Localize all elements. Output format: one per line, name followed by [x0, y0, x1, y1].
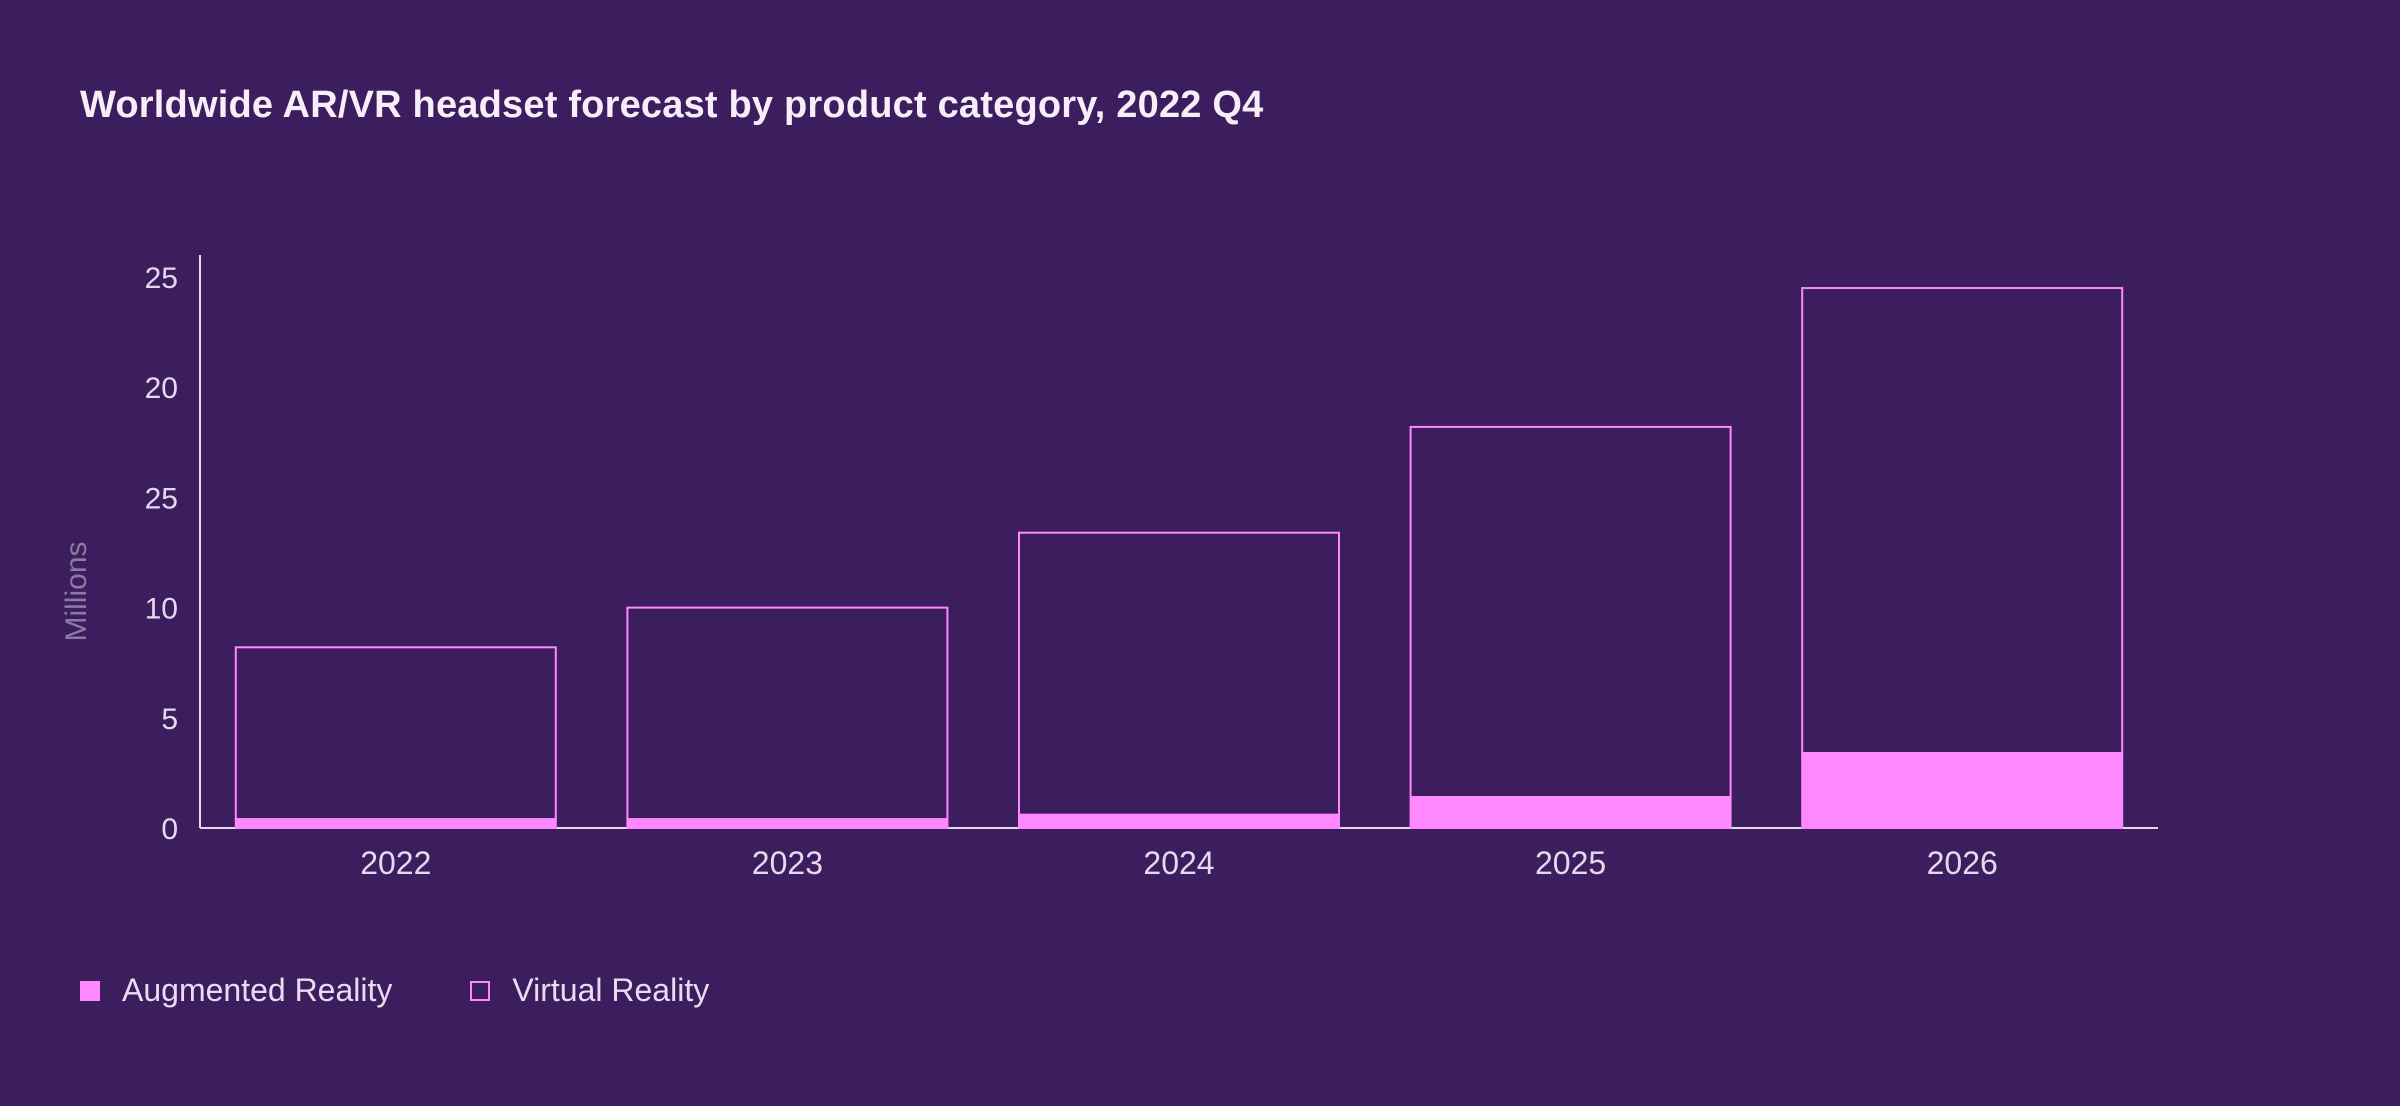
bar-augmented-reality	[1409, 796, 1732, 830]
x-tick-label: 2026	[1927, 845, 1998, 881]
legend-label-augmented-reality: Augmented Reality	[122, 972, 393, 1008]
bar-augmented-reality	[626, 818, 949, 830]
x-tick-label: 2024	[1143, 845, 1214, 881]
x-tick-label: 2023	[752, 845, 823, 881]
y-tick-label: 10	[145, 593, 178, 626]
legend-item-virtual-reality[interactable]: Virtual Reality	[470, 972, 709, 1009]
x-tick-label: 2025	[1535, 845, 1606, 881]
x-tick-label: 2022	[360, 845, 431, 881]
y-tick-label: 20	[145, 372, 178, 405]
bar-virtual-reality	[1801, 287, 2124, 755]
legend: Augmented Reality Virtual Reality	[80, 972, 787, 1009]
y-tick-label: 0	[161, 813, 178, 846]
legend-swatch-outline-icon	[470, 980, 491, 1001]
legend-label-virtual-reality: Virtual Reality	[512, 972, 710, 1008]
bar-virtual-reality	[1409, 425, 1732, 799]
chart-title: Worldwide AR/VR headset forecast by prod…	[80, 84, 1264, 126]
y-tick-label: 25	[145, 482, 178, 515]
legend-swatch-filled-icon	[80, 980, 100, 1001]
bar-augmented-reality	[1018, 813, 1340, 829]
bar-virtual-reality	[1018, 531, 1340, 816]
bar-augmented-reality	[1801, 752, 2124, 829]
y-tick-label: 25	[145, 262, 178, 295]
bar-virtual-reality	[234, 646, 557, 821]
bar-augmented-reality	[234, 818, 557, 830]
y-tick-label: 5	[161, 703, 178, 736]
bar-virtual-reality	[626, 606, 949, 821]
legend-item-augmented-reality[interactable]: Augmented Reality	[80, 972, 392, 1009]
y-axis-title: Millions	[60, 541, 93, 641]
